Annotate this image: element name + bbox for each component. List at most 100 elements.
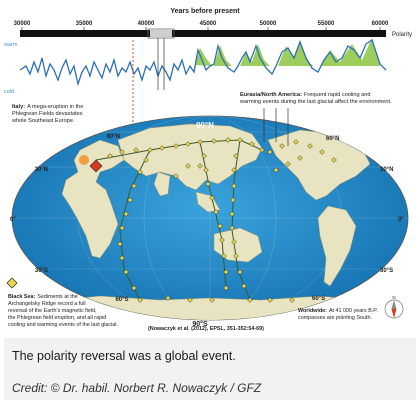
- sample-site-marker: [185, 163, 191, 169]
- sample-site-marker: [197, 163, 203, 169]
- sample-site-marker: [247, 297, 253, 303]
- sample-site-marker: [319, 149, 325, 155]
- sample-site-marker: [231, 239, 237, 245]
- latitude-label: 60°N: [326, 136, 339, 142]
- sample-sites: [107, 137, 337, 303]
- timeline-tick-label: 55000: [318, 21, 335, 27]
- sample-site-marker: [273, 167, 279, 173]
- cold-label: cold: [4, 89, 14, 95]
- sample-site-marker: [147, 147, 153, 153]
- sample-site-marker: [237, 269, 243, 275]
- blacksea-text: cooling and warming events of the last g…: [8, 322, 118, 328]
- india: [153, 171, 171, 197]
- eurasia-text: warming events during the last glacial a…: [239, 99, 392, 105]
- australia: [213, 227, 263, 263]
- sample-site-marker: [221, 253, 227, 259]
- svg-text:Black Sea:Sediments at the: Black Sea: Sediments at the: [8, 294, 78, 300]
- blacksea-title: Black Sea:: [8, 294, 35, 300]
- latitude-label: 60°S: [312, 296, 325, 302]
- sample-site-marker: [229, 225, 235, 231]
- latitude-label: 90°S: [192, 320, 208, 328]
- latitude-label: 60°S: [115, 297, 128, 303]
- latitude-label: 60°N: [107, 134, 120, 140]
- sample-site-marker: [233, 253, 239, 259]
- sample-site-marker: [137, 297, 143, 303]
- worldwide-annotation: Worldwide: At 41 000 years B.P. compasses…: [298, 308, 378, 321]
- sample-site-marker: [241, 283, 247, 289]
- sample-site-marker: [209, 297, 215, 303]
- blacksea-text: reversal of the Earth's magnetic field,: [8, 308, 97, 314]
- sample-site-marker: [187, 297, 193, 303]
- citation: (Nowaczyk et al. (2012), EPSL, 351-352:5…: [148, 326, 264, 332]
- eruption-glow: [79, 155, 89, 165]
- latitude-label: 30°N: [380, 167, 393, 173]
- worldwide-title: Worldwide:: [298, 308, 327, 314]
- world-map: 90°N 60°N 30°N 0° 30°S 90°S 60°N 30°N 0° 30°S 60°S…: [10, 108, 409, 328]
- figure-svg: Years before present 30000 35000 40000 4500…: [3, 8, 412, 332]
- timeline-tick-label: 45000: [200, 21, 217, 27]
- italy-text: Phlegrean Fields devastates: [12, 111, 83, 117]
- timeline-title: Years before present: [170, 8, 240, 15]
- sample-site-marker: [133, 147, 139, 153]
- latitude-label: 30°S: [35, 268, 48, 274]
- sample-site-marker: [119, 225, 125, 231]
- sample-site-marker: [223, 269, 229, 275]
- sample-site-marker: [143, 157, 149, 163]
- latitude-label: 90°N: [196, 121, 214, 130]
- timeline: Years before present 30000 35000 40000 4500…: [3, 8, 412, 158]
- sample-site-marker: [289, 297, 295, 303]
- sample-site-marker: [230, 197, 236, 203]
- sample-site-marker: [185, 141, 191, 147]
- warm-events-fill: [195, 38, 380, 66]
- reversal-segment: [150, 30, 172, 37]
- sample-site-marker: [173, 173, 179, 179]
- blacksea-text: Archangelsky Ridge record a full: [8, 301, 86, 307]
- sample-site-marker: [267, 297, 273, 303]
- sample-site-marker: [203, 167, 209, 173]
- sample-site-marker: [127, 197, 133, 203]
- eurasia-title: Eurasia/North America:: [240, 92, 302, 98]
- sample-site-marker: [217, 223, 223, 229]
- polarity-bar: [20, 30, 386, 37]
- worldwide-text: At 41 000 years B.P.: [329, 308, 378, 314]
- latitude-label: 0°: [398, 217, 404, 223]
- latitude-label: 30°S: [380, 268, 393, 274]
- italy-text: A mega-eruption in the: [27, 104, 83, 110]
- compass-icon: N: [384, 295, 404, 319]
- sample-site-marker: [259, 147, 265, 153]
- polarity-label: Polarity: [392, 32, 412, 38]
- sample-site-marker: [219, 237, 225, 243]
- sample-site-marker: [211, 138, 217, 144]
- sample-site-marker: [165, 295, 171, 301]
- svg-text:Eurasia/North America:Frequent: Eurasia/North America: Frequent rapid coo…: [240, 92, 371, 98]
- italy-annotation: Italy: A mega-eruption in the Phlegrean F…: [11, 104, 83, 124]
- sample-site-marker: [285, 161, 291, 167]
- blacksea-annotation: Black Sea: Sediments at the Archangelsky …: [6, 277, 118, 328]
- sample-site-marker: [131, 285, 137, 291]
- timeline-tick-label: 35000: [76, 21, 93, 27]
- antarctica: [39, 295, 381, 320]
- sample-site-marker: [297, 155, 303, 161]
- sample-site-marker: [137, 169, 143, 175]
- eurasia-text: Frequent rapid cooling and: [304, 92, 371, 98]
- sample-site-marker: [237, 137, 243, 143]
- sample-site-marker: [331, 157, 337, 163]
- sample-site-marker: [173, 143, 179, 149]
- africa-europe: [61, 139, 125, 259]
- sample-site-marker: [267, 149, 273, 155]
- sample-site-marker: [249, 141, 255, 147]
- sample-site-marker: [107, 153, 113, 159]
- svg-text:Worldwide:At 41 000 years B.P.: Worldwide: At 41 000 years B.P.: [298, 308, 378, 314]
- warm-label: warm: [3, 42, 18, 48]
- italy-site-marker: [89, 159, 103, 173]
- italy-text: whole Southeast Europe.: [11, 118, 75, 124]
- figure: Years before present 30000 35000 40000 4500…: [3, 8, 412, 332]
- sample-site-marker: [279, 143, 285, 149]
- caption-credit: Credit: © Dr. habil. Norbert R. Nowaczyk…: [12, 381, 262, 395]
- sample-site-marker: [293, 139, 299, 145]
- sample-site-marker: [225, 137, 231, 143]
- caption-text: The polarity reversal was a global event…: [12, 349, 236, 363]
- sample-site-marker: [233, 153, 239, 159]
- sample-site-marker: [131, 183, 137, 189]
- sample-site-marker: [117, 241, 123, 247]
